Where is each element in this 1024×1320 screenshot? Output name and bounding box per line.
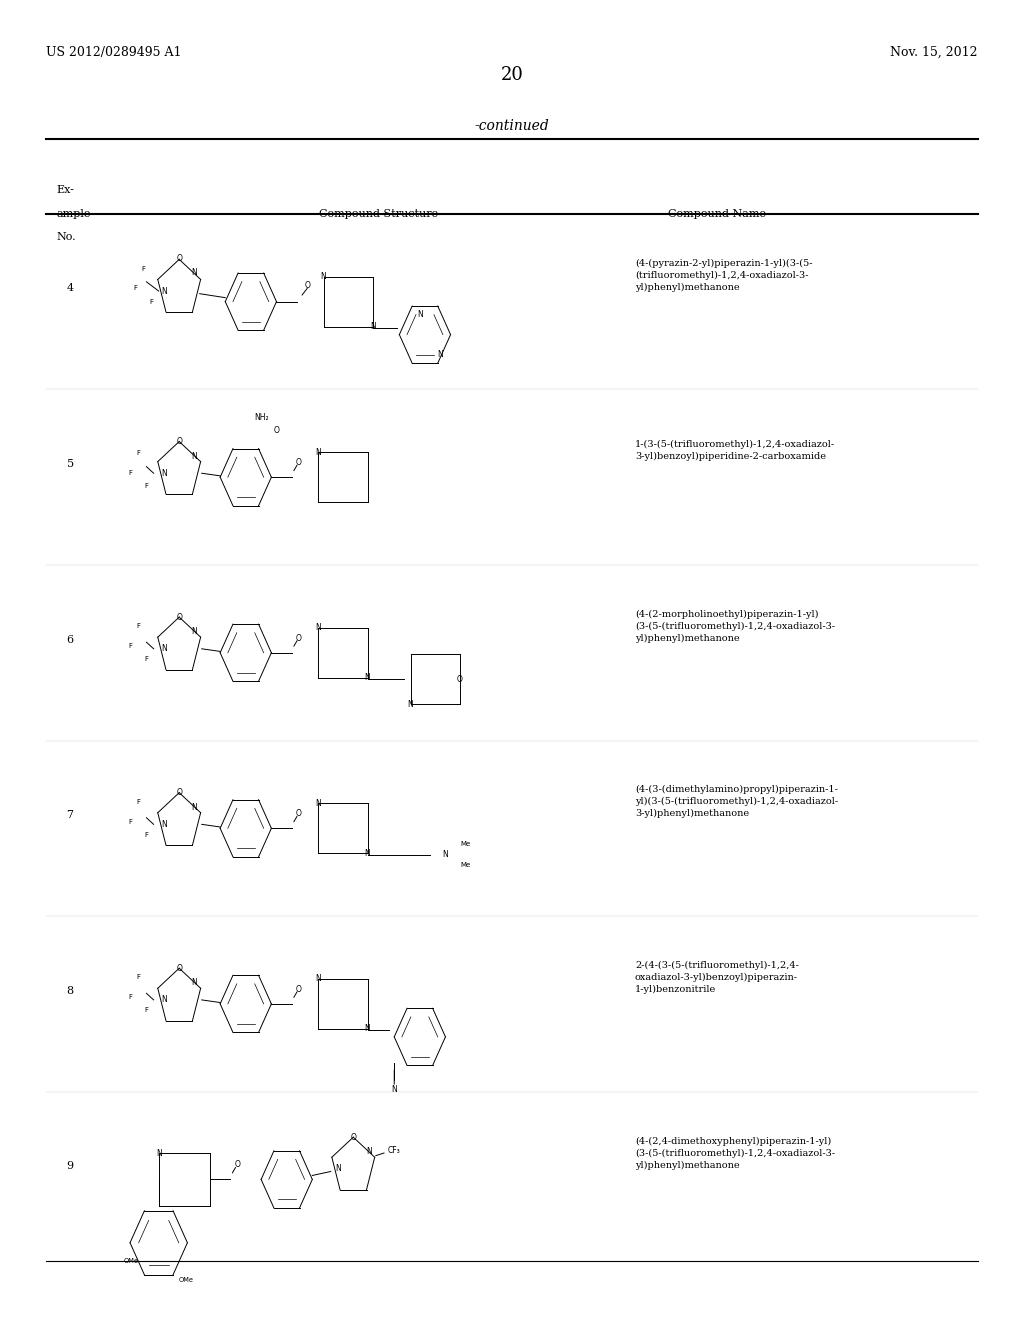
Text: O: O bbox=[457, 675, 463, 684]
Text: F: F bbox=[141, 265, 145, 272]
Text: O: O bbox=[304, 281, 310, 290]
Text: 6: 6 bbox=[67, 635, 74, 644]
Text: -continued: -continued bbox=[475, 119, 549, 133]
Text: Compound Name: Compound Name bbox=[668, 209, 766, 219]
Text: N: N bbox=[315, 799, 322, 808]
Text: Me: Me bbox=[461, 862, 471, 869]
Text: N: N bbox=[442, 850, 449, 859]
Text: (4-(2,4-dimethoxyphenyl)piperazin-1-yl)
(3-(5-(trifluoromethyl)-1,2,4-oxadiazol-: (4-(2,4-dimethoxyphenyl)piperazin-1-yl) … bbox=[635, 1137, 835, 1170]
Text: F: F bbox=[144, 1007, 148, 1014]
Text: N: N bbox=[437, 350, 443, 359]
Text: N: N bbox=[161, 469, 167, 478]
Text: Ex-: Ex- bbox=[56, 185, 74, 195]
Text: F: F bbox=[128, 470, 132, 477]
Text: Nov. 15, 2012: Nov. 15, 2012 bbox=[891, 46, 978, 59]
Text: N: N bbox=[191, 803, 198, 812]
Text: N: N bbox=[365, 673, 371, 682]
Text: F: F bbox=[128, 643, 132, 649]
Text: N: N bbox=[315, 974, 322, 983]
Text: N: N bbox=[366, 1147, 372, 1156]
Text: O: O bbox=[296, 985, 302, 994]
Text: F: F bbox=[150, 298, 154, 305]
Text: F: F bbox=[136, 623, 140, 630]
Text: F: F bbox=[136, 974, 140, 981]
Text: O: O bbox=[176, 612, 182, 622]
Text: OMe: OMe bbox=[179, 1276, 194, 1283]
Text: 4: 4 bbox=[67, 284, 74, 293]
Text: O: O bbox=[273, 426, 280, 436]
Text: N: N bbox=[191, 627, 198, 636]
Text: O: O bbox=[176, 964, 182, 973]
Text: O: O bbox=[296, 458, 302, 467]
Text: O: O bbox=[296, 634, 302, 643]
Text: F: F bbox=[128, 994, 132, 1001]
Text: Compound Structure: Compound Structure bbox=[319, 209, 438, 219]
Text: O: O bbox=[176, 437, 182, 446]
Text: N: N bbox=[370, 322, 376, 331]
Text: O: O bbox=[176, 788, 182, 797]
Text: N: N bbox=[335, 1164, 341, 1173]
Text: 7: 7 bbox=[67, 810, 74, 820]
Text: F: F bbox=[136, 799, 140, 805]
Text: ample: ample bbox=[56, 209, 91, 219]
Text: N: N bbox=[161, 820, 167, 829]
Text: 2-(4-(3-(5-(trifluoromethyl)-1,2,4-
oxadiazol-3-yl)benzoyl)piperazin-
1-yl)benzo: 2-(4-(3-(5-(trifluoromethyl)-1,2,4- oxad… bbox=[635, 961, 799, 994]
Text: (4-(pyrazin-2-yl)piperazin-1-yl)(3-(5-
(trifluoromethyl)-1,2,4-oxadiazol-3-
yl)p: (4-(pyrazin-2-yl)piperazin-1-yl)(3-(5- (… bbox=[635, 259, 812, 292]
Text: N: N bbox=[365, 849, 371, 858]
Text: N: N bbox=[365, 1024, 371, 1034]
Text: N: N bbox=[161, 644, 167, 653]
Text: N: N bbox=[161, 286, 167, 296]
Text: 20: 20 bbox=[501, 66, 523, 84]
Text: O: O bbox=[234, 1160, 241, 1170]
Text: O: O bbox=[176, 253, 182, 263]
Text: F: F bbox=[133, 285, 137, 292]
Text: (4-(3-(dimethylamino)propyl)piperazin-1-
yl)(3-(5-(trifluoromethyl)-1,2,4-oxadia: (4-(3-(dimethylamino)propyl)piperazin-1-… bbox=[635, 785, 838, 818]
Text: N: N bbox=[161, 995, 167, 1005]
Text: NH₂: NH₂ bbox=[254, 413, 268, 422]
Text: N: N bbox=[321, 272, 327, 281]
Text: N: N bbox=[191, 451, 198, 461]
Text: 9: 9 bbox=[67, 1162, 74, 1171]
Text: F: F bbox=[128, 818, 132, 825]
Text: N: N bbox=[156, 1148, 162, 1158]
Text: F: F bbox=[144, 656, 148, 663]
Text: N: N bbox=[191, 268, 198, 277]
Text: CF₃: CF₃ bbox=[388, 1146, 400, 1155]
Text: N: N bbox=[391, 1085, 397, 1094]
Text: (4-(2-morpholinoethyl)piperazin-1-yl)
(3-(5-(trifluoromethyl)-1,2,4-oxadiazol-3-: (4-(2-morpholinoethyl)piperazin-1-yl) (3… bbox=[635, 610, 835, 643]
Text: 5: 5 bbox=[67, 459, 74, 469]
Text: F: F bbox=[136, 450, 140, 457]
Text: OMe: OMe bbox=[124, 1258, 138, 1265]
Text: US 2012/0289495 A1: US 2012/0289495 A1 bbox=[46, 46, 181, 59]
Text: N: N bbox=[315, 447, 322, 457]
Text: O: O bbox=[350, 1133, 356, 1142]
Text: F: F bbox=[144, 483, 148, 490]
Text: Me: Me bbox=[461, 841, 471, 847]
Text: N: N bbox=[417, 310, 423, 319]
Text: F: F bbox=[144, 832, 148, 838]
Text: 1-(3-(5-(trifluoromethyl)-1,2,4-oxadiazol-
3-yl)benzoyl)piperidine-2-carboxamide: 1-(3-(5-(trifluoromethyl)-1,2,4-oxadiazo… bbox=[635, 441, 835, 461]
Text: N: N bbox=[408, 700, 414, 709]
Text: N: N bbox=[315, 623, 322, 632]
Text: N: N bbox=[191, 978, 198, 987]
Text: 8: 8 bbox=[67, 986, 74, 995]
Text: No.: No. bbox=[56, 232, 76, 243]
Text: O: O bbox=[296, 809, 302, 818]
